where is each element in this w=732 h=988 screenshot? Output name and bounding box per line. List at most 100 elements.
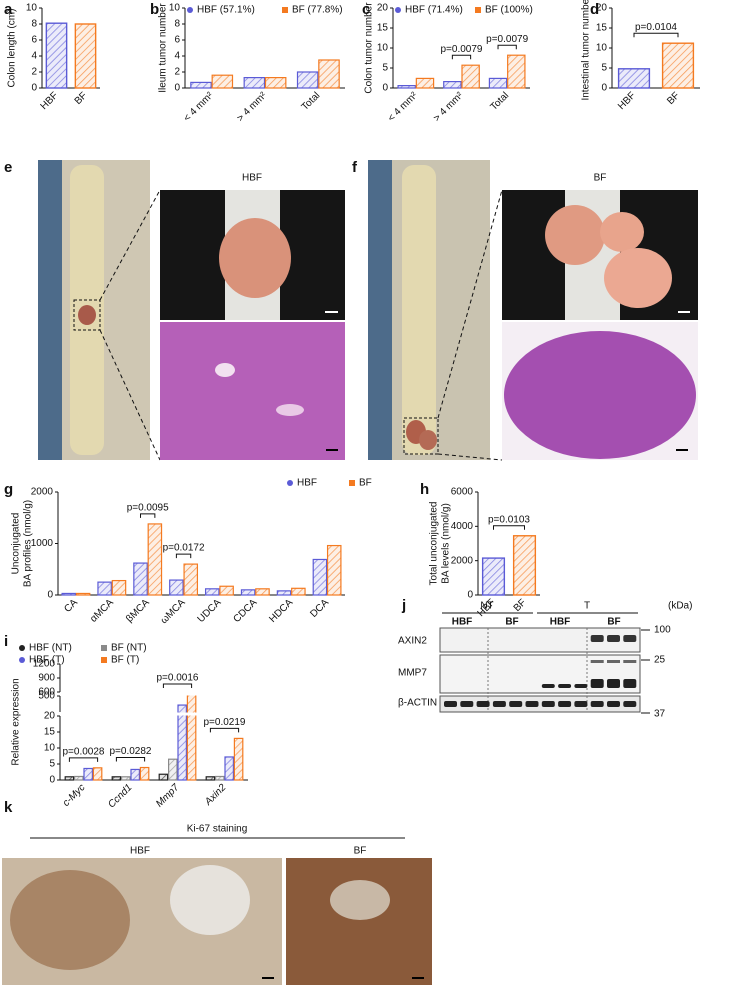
y-tick-label: 4000 — [451, 521, 474, 532]
legend-marker — [101, 657, 107, 663]
y-tick-label: 10 — [169, 3, 181, 14]
bar — [83, 767, 93, 781]
y-tick-label: 2 — [31, 67, 37, 78]
x-tick-label: BF — [512, 597, 529, 614]
x-tick-label: Axin2 — [202, 782, 228, 808]
lane-label: BF — [505, 617, 518, 628]
legend-label: BF — [359, 478, 372, 489]
panel-f: f BF — [352, 159, 698, 461]
bar — [233, 737, 244, 781]
panel-k: k Ki-67 staining HBF BF — [2, 799, 432, 985]
legend-marker — [101, 645, 107, 651]
image-title: BF — [594, 173, 607, 184]
x-tick-label: > 4 mm² — [432, 90, 466, 124]
y-tick-label: 0 — [174, 83, 180, 94]
y-tick-label: 10 — [26, 3, 38, 14]
p-value: p=0.0103 — [488, 514, 530, 525]
band — [574, 684, 588, 688]
bar — [130, 768, 140, 781]
bar — [190, 81, 212, 89]
row-label: AXIN2 — [398, 636, 427, 647]
bar — [240, 589, 256, 596]
band — [607, 660, 620, 663]
y-axis-label: Unconjugated — [11, 513, 22, 575]
y-axis-label: BA levels (nmol/g) — [441, 503, 452, 584]
y-tick-label: 5 — [49, 759, 55, 770]
group-label: T — [584, 601, 590, 612]
x-tick-label: < 4 mm² — [386, 90, 420, 124]
band — [623, 679, 637, 688]
bar — [617, 68, 651, 89]
band — [574, 701, 588, 707]
bar — [291, 587, 306, 596]
y-tick-label: 2000 — [31, 487, 54, 498]
significance-bracket — [493, 525, 525, 530]
group-label: NT — [480, 601, 493, 612]
bar — [312, 558, 328, 596]
lane-label: BF — [607, 617, 620, 628]
y-tick-label: 0 — [49, 775, 55, 786]
legend-marker — [475, 7, 481, 13]
band — [492, 701, 506, 707]
p-value: p=0.0104 — [635, 22, 677, 33]
x-tick-label: BF — [665, 90, 682, 107]
bar — [296, 71, 319, 89]
staining-detail — [330, 880, 390, 920]
tumor — [600, 212, 644, 252]
bar — [61, 592, 77, 596]
row-label: MMP7 — [398, 668, 427, 679]
band — [607, 679, 620, 688]
bar — [276, 590, 292, 596]
bar — [661, 42, 695, 89]
band — [623, 701, 637, 707]
significance-bracket — [115, 757, 146, 762]
bar — [481, 557, 506, 596]
y-tick-label: 8 — [174, 19, 180, 30]
blot-strip — [439, 627, 641, 653]
bar — [73, 775, 84, 781]
y-axis-label: Total unconjugated — [429, 502, 440, 586]
x-tick-label: HBF — [39, 90, 61, 112]
bar — [147, 523, 163, 596]
panel-letter: i — [4, 633, 8, 650]
y-tick-label: 2 — [174, 67, 180, 78]
bar — [139, 766, 150, 781]
legend-label: HBF (71.4%) — [405, 5, 463, 16]
significance-bracket — [633, 32, 679, 38]
y-tick-label: 500 — [38, 691, 55, 702]
bar — [74, 23, 97, 89]
bar — [326, 544, 342, 596]
y-tick-label: 6 — [31, 35, 37, 46]
bar — [215, 775, 225, 781]
p-value: p=0.0028 — [63, 746, 105, 757]
band — [590, 635, 604, 642]
bar — [318, 59, 340, 89]
panel-letter: e — [4, 159, 12, 176]
staining-detail — [170, 865, 250, 935]
bar — [177, 704, 187, 781]
staining-label: BF — [354, 846, 367, 857]
y-tick-label: 900 — [38, 673, 55, 684]
y-tick-label: 20 — [596, 3, 608, 14]
y-tick-label: 10 — [44, 743, 56, 754]
y-tick-label: 1000 — [31, 538, 54, 549]
bar — [205, 776, 216, 781]
band — [558, 701, 572, 707]
legend-label: BF (NT) — [111, 643, 147, 654]
x-tick-label: αMCA — [88, 597, 116, 625]
y-axis-label: BA profiles (nmol/g) — [23, 500, 34, 587]
panel-letter: f — [352, 159, 358, 176]
bar — [168, 758, 178, 781]
legend-marker — [282, 7, 288, 13]
panel-letter: k — [4, 799, 13, 816]
p-value: p=0.0282 — [110, 746, 152, 757]
y-axis-label: Colon length (cm) — [7, 9, 18, 88]
y-tick-label: 1200 — [33, 659, 56, 670]
legend-marker — [19, 645, 25, 651]
x-tick-label: UDCA — [196, 597, 224, 625]
x-tick-label: CDCA — [231, 597, 259, 625]
x-tick-label: CA — [62, 597, 80, 615]
bar — [243, 76, 266, 89]
zoom-box — [73, 299, 101, 331]
legend-label: BF (T) — [111, 655, 139, 666]
